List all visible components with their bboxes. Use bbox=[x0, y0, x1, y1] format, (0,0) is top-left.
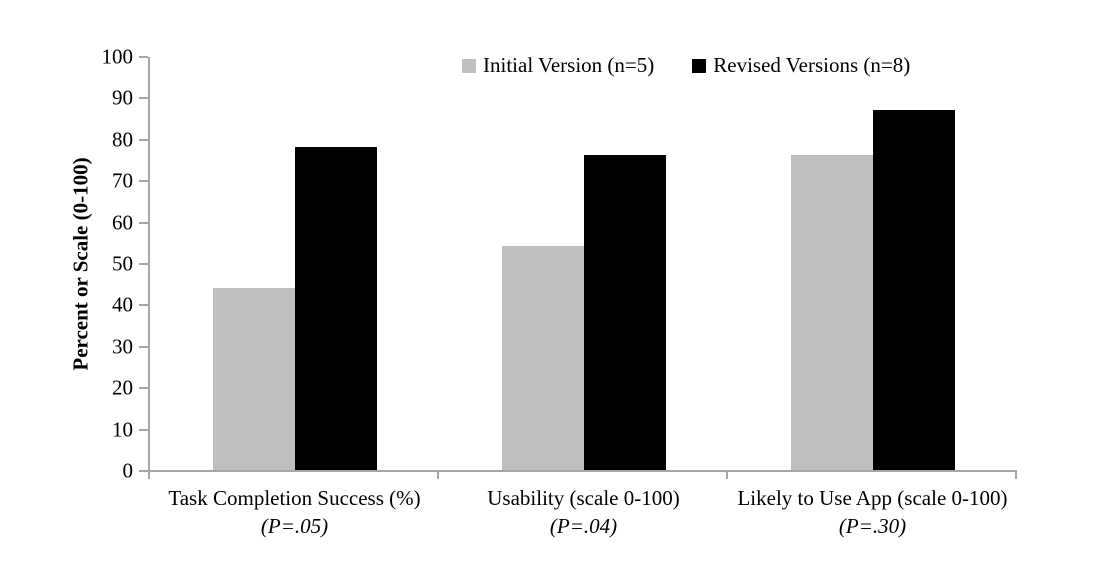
y-tick-mark bbox=[139, 345, 148, 348]
y-tick-label: 60 bbox=[112, 210, 133, 235]
x-tick-mark bbox=[148, 470, 150, 479]
bar-series1-cat0 bbox=[295, 147, 377, 470]
p-value-label: (P=.30) bbox=[838, 514, 907, 538]
y-axis-line bbox=[148, 57, 150, 473]
category-label-2: Likely to Use App (scale 0-100) (P=.30) bbox=[703, 484, 1043, 540]
y-tick-mark bbox=[139, 304, 148, 307]
p-value-label: (P=.04) bbox=[549, 514, 618, 538]
y-tick-label: 50 bbox=[112, 251, 133, 276]
bar-series0-cat0 bbox=[213, 288, 295, 470]
category-label-1: Usability (scale 0-100) (P=.04) bbox=[414, 484, 754, 540]
y-tick-mark bbox=[139, 56, 148, 58]
legend-swatch-revised-versions bbox=[692, 58, 707, 73]
y-tick-label: 70 bbox=[112, 168, 133, 193]
legend: Initial Version (n=5) Revised Versions (… bbox=[462, 55, 910, 76]
x-tick-mark bbox=[437, 470, 439, 479]
y-tick-label: 20 bbox=[112, 375, 133, 400]
legend-label-revised-versions: Revised Versions (n=8) bbox=[713, 53, 911, 77]
category-name: Likely to Use App (scale 0-100) bbox=[737, 486, 1008, 510]
y-tick-mark bbox=[139, 180, 148, 183]
legend-item-initial-version: Initial Version (n=5) bbox=[462, 55, 654, 76]
legend-label-initial-version: Initial Version (n=5) bbox=[483, 53, 655, 77]
y-tick-mark bbox=[139, 221, 148, 224]
y-tick-label: 90 bbox=[112, 85, 133, 110]
x-tick-mark bbox=[1015, 470, 1017, 479]
y-tick-label: 80 bbox=[112, 127, 133, 152]
y-tick-mark bbox=[139, 138, 148, 141]
y-tick-label: 40 bbox=[112, 292, 133, 317]
legend-item-revised-versions: Revised Versions (n=8) bbox=[692, 55, 910, 76]
y-tick-mark bbox=[139, 387, 148, 390]
bar-series1-cat1 bbox=[584, 155, 666, 470]
category-name: Task Completion Success (%) bbox=[168, 486, 421, 510]
x-axis-line bbox=[148, 470, 1017, 472]
bar-series1-cat2 bbox=[873, 110, 955, 470]
y-tick-mark bbox=[139, 428, 148, 431]
y-tick-label: 10 bbox=[112, 417, 133, 442]
category-label-0: Task Completion Success (%) (P=.05) bbox=[125, 484, 465, 540]
y-tick-mark bbox=[139, 97, 148, 100]
y-tick-mark bbox=[139, 470, 148, 472]
legend-swatch-initial-version bbox=[462, 58, 476, 73]
y-tick-label: 30 bbox=[112, 334, 133, 359]
p-value-label: (P=.05) bbox=[260, 514, 329, 538]
bar-series0-cat2 bbox=[791, 155, 873, 470]
y-tick-label: 100 bbox=[101, 44, 134, 69]
bar-series0-cat1 bbox=[502, 246, 584, 470]
category-name: Usability (scale 0-100) bbox=[487, 486, 680, 510]
y-tick-label: 0 bbox=[122, 458, 134, 483]
x-tick-mark bbox=[726, 470, 728, 479]
y-tick-mark bbox=[139, 263, 148, 265]
